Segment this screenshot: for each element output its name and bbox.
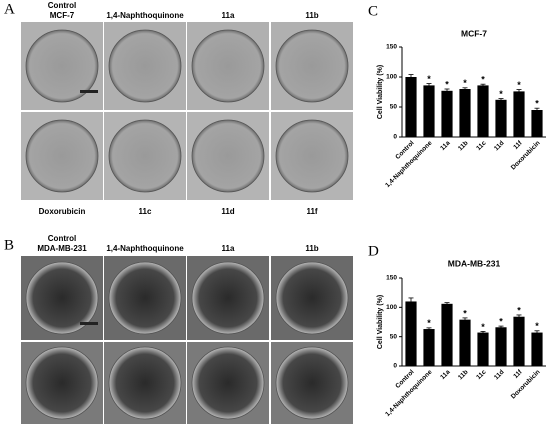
- y-tick-label: 150: [386, 44, 397, 51]
- bar: [477, 85, 489, 137]
- y-tick-label: 150: [386, 275, 397, 282]
- bar: [513, 316, 525, 366]
- panel-letter: A: [4, 1, 15, 17]
- x-tick-label: 11d: [493, 369, 506, 382]
- spheroid: [25, 29, 99, 103]
- spheroid: [275, 29, 349, 103]
- bar: [423, 85, 435, 137]
- y-tick-label: 100: [386, 304, 397, 311]
- y-tick-label: 100: [386, 74, 397, 81]
- image-label: Doxorubicin: [39, 207, 86, 216]
- significance-marker: *: [481, 322, 485, 332]
- spheroid: [108, 346, 182, 420]
- spheroid: [191, 29, 265, 103]
- panel-letter: C: [368, 3, 378, 19]
- panel-letter: D: [368, 243, 379, 259]
- bar: [459, 89, 471, 137]
- bar: [495, 327, 507, 366]
- spheroid: [25, 119, 99, 193]
- bar: [513, 91, 525, 137]
- x-tick-label: 11a: [439, 368, 452, 381]
- x-tick-label: 11f: [512, 368, 524, 380]
- significance-marker: *: [463, 78, 467, 88]
- y-axis-label: Cell Viability (%): [377, 295, 384, 349]
- x-tick-label: 11b: [457, 369, 470, 382]
- significance-marker: *: [499, 89, 503, 99]
- significance-marker: *: [517, 80, 521, 90]
- bar: [405, 77, 417, 137]
- y-tick-label: 50: [390, 104, 398, 111]
- significance-marker: *: [427, 74, 431, 84]
- bar: [441, 90, 453, 137]
- image-label: 11b: [305, 11, 318, 20]
- spheroid: [25, 261, 99, 335]
- image-label: Control: [48, 234, 76, 243]
- chart-title: MDA-MB-231: [448, 258, 501, 268]
- y-tick-label: 0: [393, 134, 397, 141]
- image-label: 11a: [222, 244, 235, 253]
- bar: [531, 110, 543, 137]
- x-tick-label: 11a: [439, 139, 452, 152]
- image-label: 11a: [222, 11, 235, 20]
- bar: [531, 332, 543, 366]
- bar: [495, 99, 507, 137]
- panel-letter: B: [4, 237, 14, 253]
- bar: [423, 329, 435, 366]
- scale-bar: [80, 90, 98, 93]
- significance-marker: *: [535, 99, 539, 109]
- significance-marker: *: [517, 305, 521, 315]
- spheroid: [275, 346, 349, 420]
- image-label: 11c: [139, 207, 152, 216]
- x-tick-label: 11b: [457, 140, 470, 153]
- spheroid: [108, 29, 182, 103]
- bar: [405, 301, 417, 366]
- spheroid: [191, 346, 265, 420]
- image-grid: [21, 22, 353, 424]
- spheroid: [108, 261, 182, 335]
- x-tick-label: 11c: [475, 139, 488, 152]
- significance-marker: *: [463, 308, 467, 318]
- image-label: MDA-MB-231: [37, 244, 87, 253]
- spheroid: [275, 261, 349, 335]
- spheroid: [275, 119, 349, 193]
- bar: [477, 332, 489, 366]
- spheroid: [108, 119, 182, 193]
- significance-marker: *: [481, 75, 485, 85]
- significance-marker: *: [535, 321, 539, 331]
- spheroid: [25, 346, 99, 420]
- image-label: MCF-7: [50, 11, 75, 20]
- spheroid: [191, 119, 265, 193]
- y-tick-label: 50: [390, 333, 398, 340]
- image-label: 11b: [305, 244, 318, 253]
- significance-marker: *: [445, 79, 449, 89]
- x-tick-label: 11c: [475, 368, 488, 381]
- image-label: 11d: [221, 207, 234, 216]
- significance-marker: *: [499, 316, 503, 326]
- x-tick-label: 11d: [493, 140, 506, 153]
- chart-title: MCF-7: [461, 28, 487, 38]
- x-tick-label: 11f: [512, 139, 524, 151]
- y-tick-label: 0: [393, 363, 397, 370]
- image-label: 1,4-Naphthoquinone: [106, 244, 184, 253]
- bar: [459, 319, 471, 366]
- image-label: 11f: [306, 207, 317, 216]
- y-axis-label: Cell Viability (%): [377, 65, 384, 119]
- bar: [441, 303, 453, 366]
- scale-bar: [80, 322, 98, 325]
- image-label: 1,4-Naphthoquinone: [106, 11, 184, 20]
- significance-marker: *: [427, 318, 431, 328]
- spheroid: [191, 261, 265, 335]
- image-label: Control: [48, 1, 76, 10]
